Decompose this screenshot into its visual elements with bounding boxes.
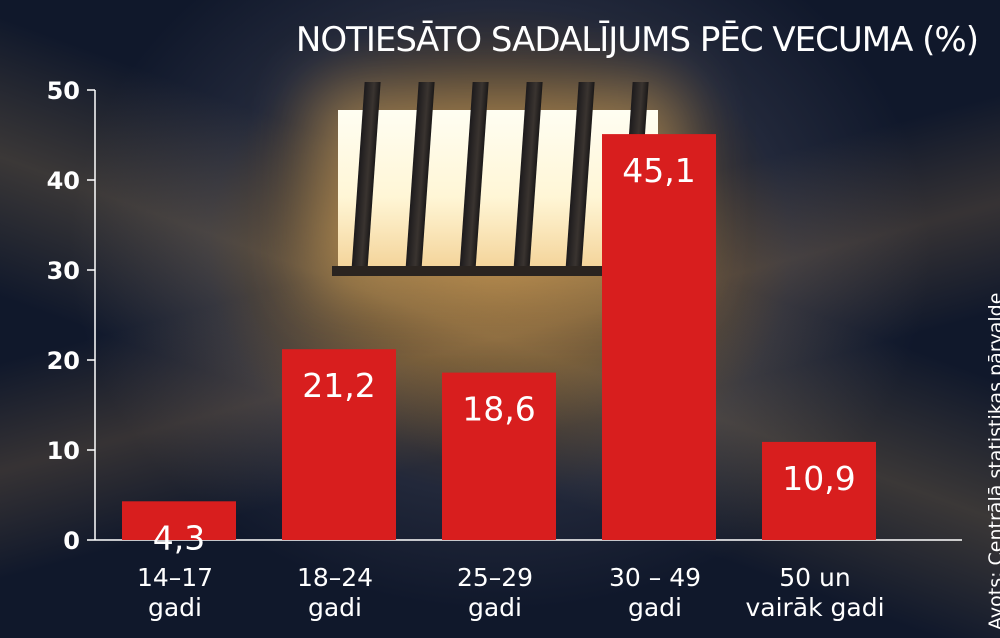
bar: [602, 134, 716, 540]
bar: [762, 441, 876, 540]
x-category-label: 18–24: [297, 563, 373, 592]
y-tick-label: 30: [47, 257, 80, 285]
x-category-label: gadi: [468, 593, 522, 622]
x-category-label: vairāk gadi: [745, 593, 884, 622]
bar: [122, 501, 236, 540]
window-sill: [332, 266, 664, 276]
y-tick-label: 40: [47, 167, 80, 195]
y-tick-label: 50: [47, 77, 80, 105]
data-label: 4,3: [153, 518, 205, 557]
x-category-label: gadi: [628, 593, 682, 622]
data-label: 45,1: [622, 151, 695, 190]
x-category-label: gadi: [308, 593, 362, 622]
x-category-label: 25–29: [457, 563, 533, 592]
x-category-label: 14–17: [137, 563, 213, 592]
chart-title: NOTIESĀTO SADALĪJUMS PĒC VECUMA (%): [295, 20, 979, 60]
data-label: 10,9: [782, 459, 855, 498]
x-category-label: 50 un: [779, 563, 850, 592]
data-label: 21,2: [302, 366, 375, 405]
y-tick-label: 20: [47, 347, 80, 375]
source-note: Avots: Centrālā statistikas pārvalde: [985, 292, 1000, 630]
data-label: 18,6: [462, 390, 535, 429]
x-category-label: 30 – 49: [609, 563, 701, 592]
bar: [282, 349, 396, 540]
x-category-label: gadi: [148, 593, 202, 622]
bar: [442, 372, 556, 540]
y-tick-label: 10: [47, 437, 80, 465]
y-tick-label: 0: [63, 527, 80, 555]
